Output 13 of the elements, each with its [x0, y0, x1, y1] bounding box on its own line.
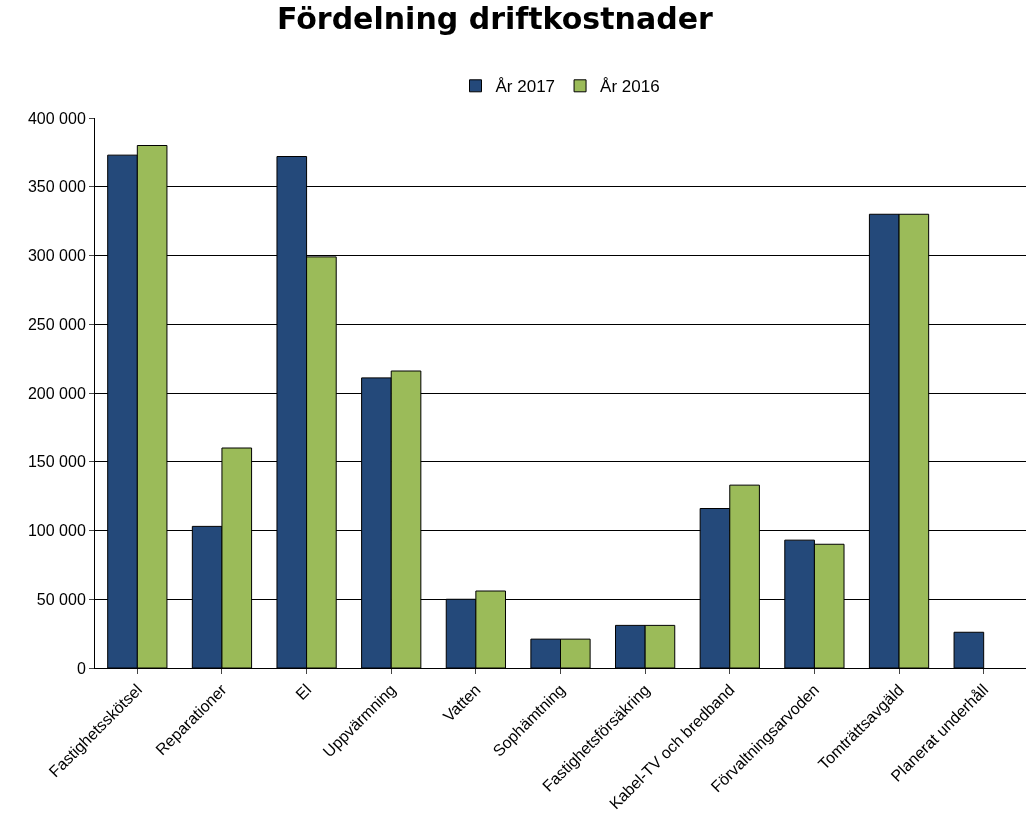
y-tick-label: 100 000: [27, 522, 86, 540]
y-tick-label: 300 000: [27, 247, 86, 265]
legend-label: År 2017: [495, 77, 556, 97]
chart-title: Fördelning driftkostnader: [276, 1, 713, 37]
y-tick-label: 350 000: [27, 178, 86, 196]
x-tick-label: El: [292, 680, 315, 704]
y-tick-label: 150 000: [27, 453, 86, 471]
legend-label: År 2016: [600, 77, 660, 97]
y-tick-label: 200 000: [27, 384, 86, 402]
y-tick-label: 50 000: [36, 590, 86, 608]
y-tick-label: 250 000: [27, 315, 86, 333]
y-tick-label: 0: [76, 659, 86, 677]
y-tick-label: 400 000: [27, 109, 86, 127]
